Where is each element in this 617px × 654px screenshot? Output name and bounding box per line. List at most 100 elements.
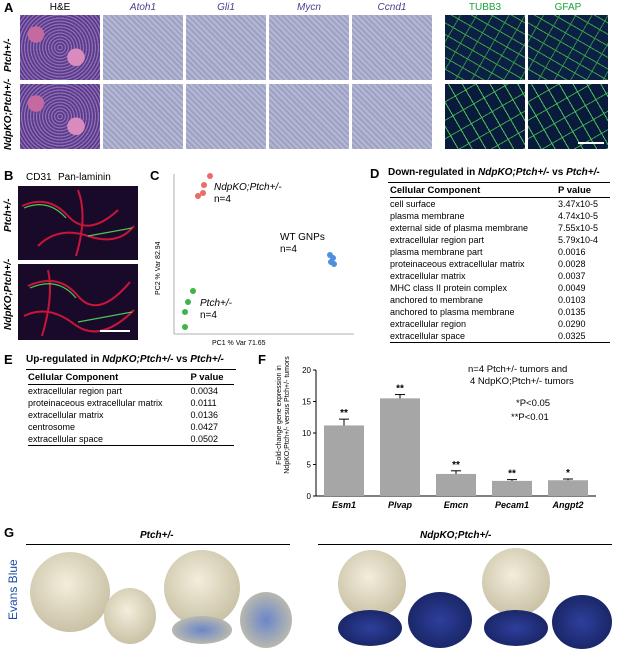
panel-a-image-column: [20, 15, 100, 149]
go-term: proteinaceous extracellular matrix: [390, 259, 525, 269]
table-row: anchored to plasma membrane 0.0135: [390, 306, 610, 318]
y-tick-label: 0: [307, 492, 312, 501]
go-term: anchored to plasma membrane: [390, 307, 515, 317]
panel-a-row-label-2: NdpKO;Ptch+/-: [3, 78, 14, 150]
go-term: extracellular space: [28, 434, 104, 444]
bar: [492, 480, 532, 496]
brain-ptch-1-dorsal: [30, 552, 110, 632]
go-term: cell surface: [390, 199, 436, 209]
micrograph-tile: [269, 15, 349, 80]
pca-group-n-ndpko: n=4: [214, 194, 231, 205]
category-label: Angpt2: [552, 500, 584, 510]
micrograph-tile: [269, 84, 349, 149]
go-term: centrosome: [28, 422, 76, 432]
p-value: 5.79x10-4: [557, 235, 598, 245]
pca-group-label-ptch: Ptch+/-: [200, 298, 232, 309]
panel-e-col-header-component: Cellular Component: [28, 372, 119, 383]
panel-e-col-header-p: P value: [190, 372, 224, 383]
brain-ndpko-2-ventral: [552, 595, 612, 649]
p-value: 0.0325: [557, 331, 586, 341]
brain-ndpko-2-cerebellum: [484, 610, 548, 646]
p-value: 0.0136: [190, 410, 218, 420]
p-value: 0.0103: [557, 295, 586, 305]
table-row: extracellular space 0.0325: [390, 330, 610, 343]
go-term: plasma membrane part: [390, 247, 483, 257]
significance-marker: **: [340, 408, 348, 419]
p-value: 0.0028: [557, 259, 586, 269]
micrograph-tile: [352, 84, 432, 149]
panel-d-table-body: cell surface 3.47x10-5 plasma membrane 4.74…: [390, 198, 610, 343]
table-row: extracellular region 0.0290: [390, 318, 610, 330]
panel-a-column-header: TUBB3: [468, 2, 502, 13]
panel-a-image-column: [186, 15, 266, 149]
go-term: extracellular region part: [390, 235, 485, 245]
category-label: Plvap: [388, 500, 413, 510]
go-term: extracellular space: [390, 331, 466, 341]
scale-bar: [578, 142, 604, 144]
brain-ndpko-2-dorsal: [482, 548, 550, 616]
table-row: extracellular region part 5.79x10-4: [390, 234, 610, 246]
p-value: 0.0290: [557, 319, 586, 329]
panel-b-letter: B: [4, 168, 14, 183]
bar: [548, 480, 588, 496]
brain-ndpko-1-dorsal: [338, 550, 406, 618]
pca-plot: [173, 173, 354, 335]
panel-c-letter: C: [150, 168, 160, 183]
table-row: cell surface 3.47x10-5: [390, 198, 610, 211]
panel-a-image-column: [445, 15, 525, 149]
pca-x-axis-label: PC1 % Var 71.65: [212, 340, 266, 347]
panel-a-row-label-1: Ptch+/-: [3, 38, 14, 72]
pca-points-wt-gnps: [327, 252, 337, 267]
go-term: extracellular region part: [28, 386, 123, 396]
brain-ptch-2-cerebellum: [172, 616, 232, 644]
p-value: 0.0135: [557, 307, 586, 317]
panel-e-letter: E: [4, 352, 13, 367]
go-term: proteinaceous extracellular matrix: [28, 398, 163, 408]
pca-y-axis-label: PC2 % Var 82.94: [155, 241, 162, 295]
brain-ndpko-1-ventral: [408, 592, 472, 648]
pca-points-ptch: [182, 288, 196, 330]
panel-a-image-column: [528, 15, 608, 149]
panel-d-col-header-component: Cellular Component: [390, 185, 481, 196]
y-tick-label: 15: [302, 398, 311, 407]
table-row: extracellular space 0.0502: [28, 433, 234, 446]
bar: [436, 473, 476, 496]
panel-g-group-1-rule: [26, 544, 290, 545]
go-term: MHC class II protein complex: [390, 283, 508, 293]
significance-key-1: *P<0.05: [516, 398, 551, 409]
stain-label-pan-laminin: Pan-laminin: [58, 172, 111, 183]
table-row: extracellular region part 0.0034: [28, 385, 234, 398]
category-label: Esm1: [332, 500, 356, 510]
go-term: external side of plasma membrane: [390, 223, 529, 233]
bar-chart-note-2: 4 NdpKO;Ptch+/- tumors: [470, 376, 574, 387]
panel-e-table: Cellular Component P value extracellular…: [28, 371, 234, 446]
panel-d-letter: D: [370, 166, 380, 181]
panel-f-letter: F: [258, 352, 266, 367]
brain-ndpko-1-cerebellum: [338, 610, 402, 646]
pca-group-n-ptch: n=4: [200, 310, 217, 321]
micrograph-tile: [528, 15, 608, 80]
micrograph-tile: [352, 15, 432, 80]
go-term: extracellular matrix: [390, 271, 466, 281]
p-value: 0.0502: [190, 434, 218, 444]
go-term: extracellular region: [390, 319, 467, 329]
panel-b-row-label-1: Ptch+/-: [3, 198, 14, 232]
table-row: MHC class II protein complex 0.0049: [390, 282, 610, 294]
p-value: 0.0049: [557, 283, 586, 293]
micrograph-tile: [103, 84, 183, 149]
micrograph-tile: [103, 15, 183, 80]
significance-marker: **: [452, 460, 460, 471]
table-row: proteinaceous extracellular matrix 0.0028: [390, 258, 610, 270]
pca-points-ndpko: [195, 173, 213, 199]
panel-a-column-header: GFAP: [554, 2, 582, 13]
p-value: 7.55x10-5: [557, 223, 598, 233]
panel-a-column-header: Mycn: [297, 2, 321, 13]
panel-b-fluorescence-images: [18, 186, 138, 340]
p-value: 0.0111: [190, 398, 217, 408]
brain-ptch-2-ventral: [240, 592, 292, 648]
pca-group-n-wt: n=4: [280, 244, 297, 255]
panel-a-image-column: [352, 15, 432, 149]
panel-d-rule-top: [388, 182, 610, 183]
panel-e-rule-top: [26, 369, 236, 370]
evans-blue-label: Evans Blue: [6, 559, 20, 620]
